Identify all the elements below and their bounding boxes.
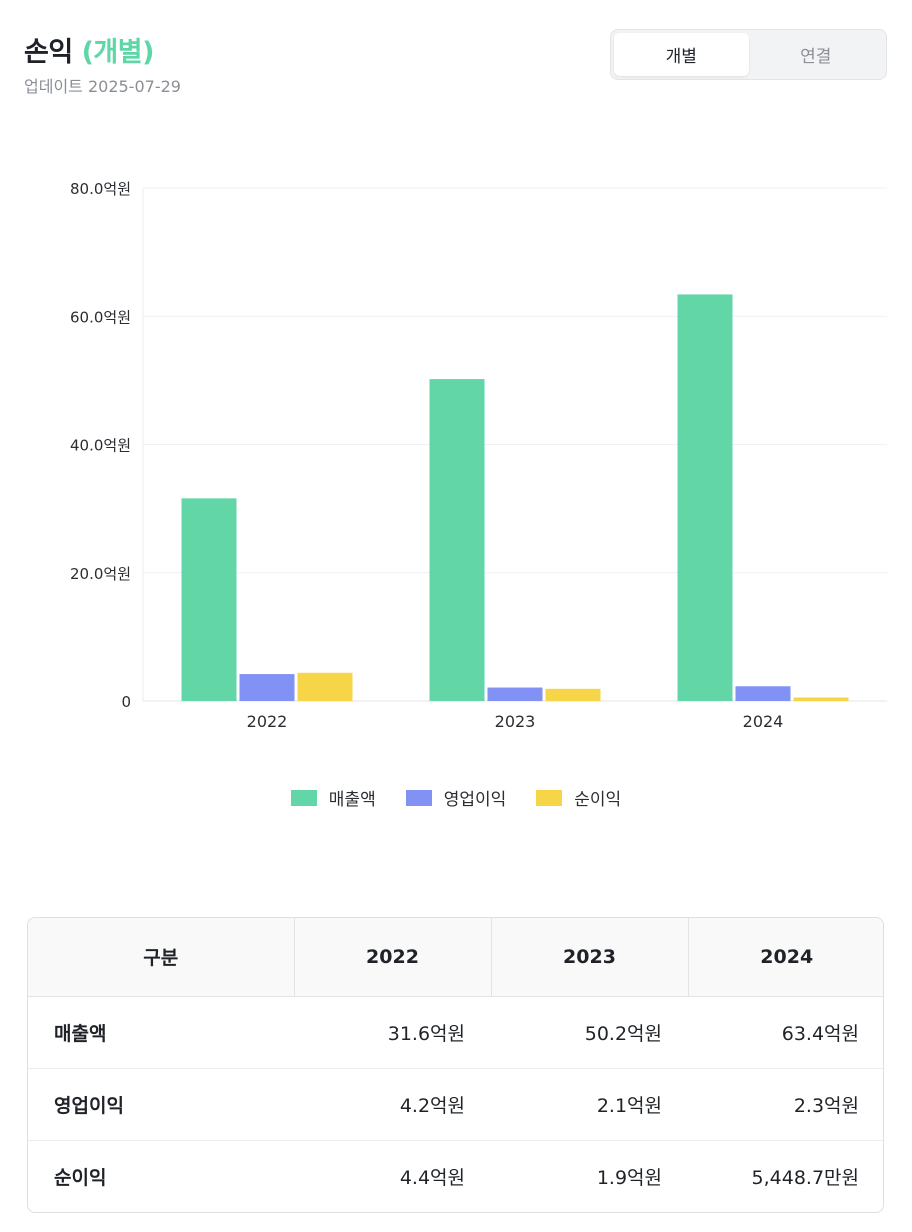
x-tick-label: 2024 bbox=[743, 712, 784, 731]
page-title: 손익 (개별) bbox=[24, 30, 154, 69]
x-tick-label: 2022 bbox=[247, 712, 288, 731]
chart-y-ticks: 0 20.0억원 40.0억원 60.0억원 80.0억원 bbox=[70, 180, 131, 711]
chart-x-ticks: 2022 2023 2024 bbox=[247, 712, 784, 731]
x-tick-label: 2023 bbox=[495, 712, 536, 731]
legend-item-revenue[interactable]: 매출액 bbox=[290, 785, 376, 810]
table-header-cell: 2022 bbox=[294, 918, 492, 997]
table-row: 매출액 31.6억원 50.2억원 63.4억원 bbox=[28, 996, 883, 1069]
table-cell: 1.9억원 bbox=[596, 1166, 662, 1189]
legend-label-net-profit: 순이익 bbox=[574, 790, 622, 810]
statement-type-toggle: 개별 연결 bbox=[610, 29, 887, 80]
updated-date: 업데이트 2025-07-29 bbox=[24, 77, 181, 96]
table-header-cell: 2023 bbox=[491, 918, 689, 997]
legend-swatch-net-profit bbox=[536, 789, 563, 806]
legend-swatch-operating-profit bbox=[405, 789, 432, 806]
chart-bars bbox=[181, 294, 849, 701]
chart-gridlines bbox=[142, 187, 887, 702]
legend-label-operating-profit: 영업이익 bbox=[443, 790, 507, 810]
title-suffix: (개별) bbox=[81, 37, 155, 68]
toggle-option-separate[interactable]: 개별 bbox=[614, 33, 749, 76]
financial-table: 구분 2022 2023 2024 매출액 31.6억원 50.2억원 63.4… bbox=[27, 917, 884, 1213]
y-tick-label: 40.0억원 bbox=[70, 437, 131, 455]
table-row: 순이익 4.4억원 1.9억원 5,448.7만원 bbox=[28, 1140, 883, 1212]
bar-2024-1[interactable] bbox=[735, 686, 791, 701]
y-tick-label: 20.0억원 bbox=[70, 565, 131, 583]
table-header-cell: 2024 bbox=[688, 918, 883, 997]
bar-2023-2[interactable] bbox=[545, 688, 601, 701]
table-cell: 4.4억원 bbox=[399, 1166, 465, 1189]
title-text: 손익 bbox=[24, 37, 73, 68]
table-cell: 4.2억원 bbox=[294, 1068, 491, 1141]
bar-2024-0[interactable] bbox=[677, 294, 733, 701]
bar-2022-0[interactable] bbox=[181, 498, 237, 701]
legend-item-net-profit[interactable]: 순이익 bbox=[536, 785, 621, 810]
row-label: 순이익 bbox=[54, 1166, 107, 1189]
table-cell: 2.3억원 bbox=[688, 1068, 883, 1141]
y-tick-label: 60.0억원 bbox=[70, 308, 131, 326]
table-cell: 31.6억원 bbox=[294, 996, 491, 1069]
income-bar-chart: 0 20.0억원 40.0억원 60.0억원 80.0억원 2022 2023 2024 bbox=[70, 180, 887, 731]
table-cell: 50.2억원 bbox=[491, 996, 688, 1069]
toggle-option-consolidated[interactable]: 연결 bbox=[800, 47, 832, 67]
table-header-row: 구분 2022 2023 2024 bbox=[28, 918, 883, 997]
legend-swatch-revenue bbox=[290, 789, 317, 806]
table-cell: 2.1억원 bbox=[491, 1068, 688, 1141]
table-row: 영업이익 4.2억원 2.1억원 2.3억원 bbox=[28, 1068, 883, 1141]
legend-label-revenue: 매출액 bbox=[328, 790, 376, 810]
legend-item-operating-profit[interactable]: 영업이익 bbox=[405, 785, 507, 810]
row-label: 매출액 bbox=[28, 996, 294, 1069]
table-header-cell: 구분 bbox=[28, 918, 295, 997]
bar-2024-2[interactable] bbox=[793, 697, 849, 701]
bar-2023-0[interactable] bbox=[429, 379, 485, 701]
table-cell: 63.4억원 bbox=[688, 996, 883, 1069]
y-tick-label: 80.0억원 bbox=[70, 180, 131, 198]
bar-2022-2[interactable] bbox=[297, 672, 353, 701]
chart-legend: 매출액 영업이익 순이익 bbox=[0, 785, 912, 810]
bar-2023-1[interactable] bbox=[487, 687, 543, 701]
row-label: 영업이익 bbox=[28, 1068, 294, 1141]
bar-2022-1[interactable] bbox=[239, 674, 295, 701]
y-tick-label: 0 bbox=[121, 693, 131, 711]
table-cell: 5,448.7만원 bbox=[751, 1166, 859, 1189]
